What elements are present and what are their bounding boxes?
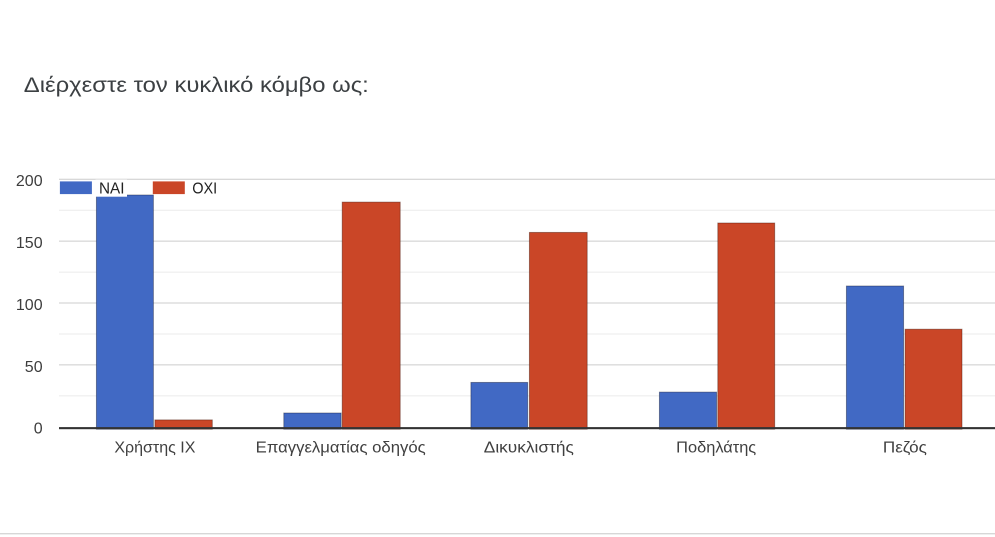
svg-text:Διέρχεστε τον κυκλικό κόμβο ως: Διέρχεστε τον κυκλικό κόμβο ως:: [24, 73, 369, 97]
svg-text:Δικυκλιστής: Δικυκλιστής: [484, 439, 574, 456]
svg-text:50: 50: [25, 359, 43, 376]
svg-text:Χρήστης ΙΧ: Χρήστης ΙΧ: [114, 439, 195, 456]
svg-text:150: 150: [16, 235, 43, 252]
svg-text:ΝΑΙ: ΝΑΙ: [99, 181, 125, 198]
svg-text:100: 100: [16, 297, 43, 314]
svg-text:Ποδηλάτης: Ποδηλάτης: [676, 439, 756, 456]
svg-text:200: 200: [16, 173, 43, 190]
svg-text:Επαγγελματίας οδηγός: Επαγγελματίας οδηγός: [256, 439, 426, 456]
svg-text:ΟΧΙ: ΟΧΙ: [192, 181, 217, 198]
svg-text:0: 0: [34, 421, 43, 438]
svg-text:Πεζός: Πεζός: [883, 439, 927, 456]
